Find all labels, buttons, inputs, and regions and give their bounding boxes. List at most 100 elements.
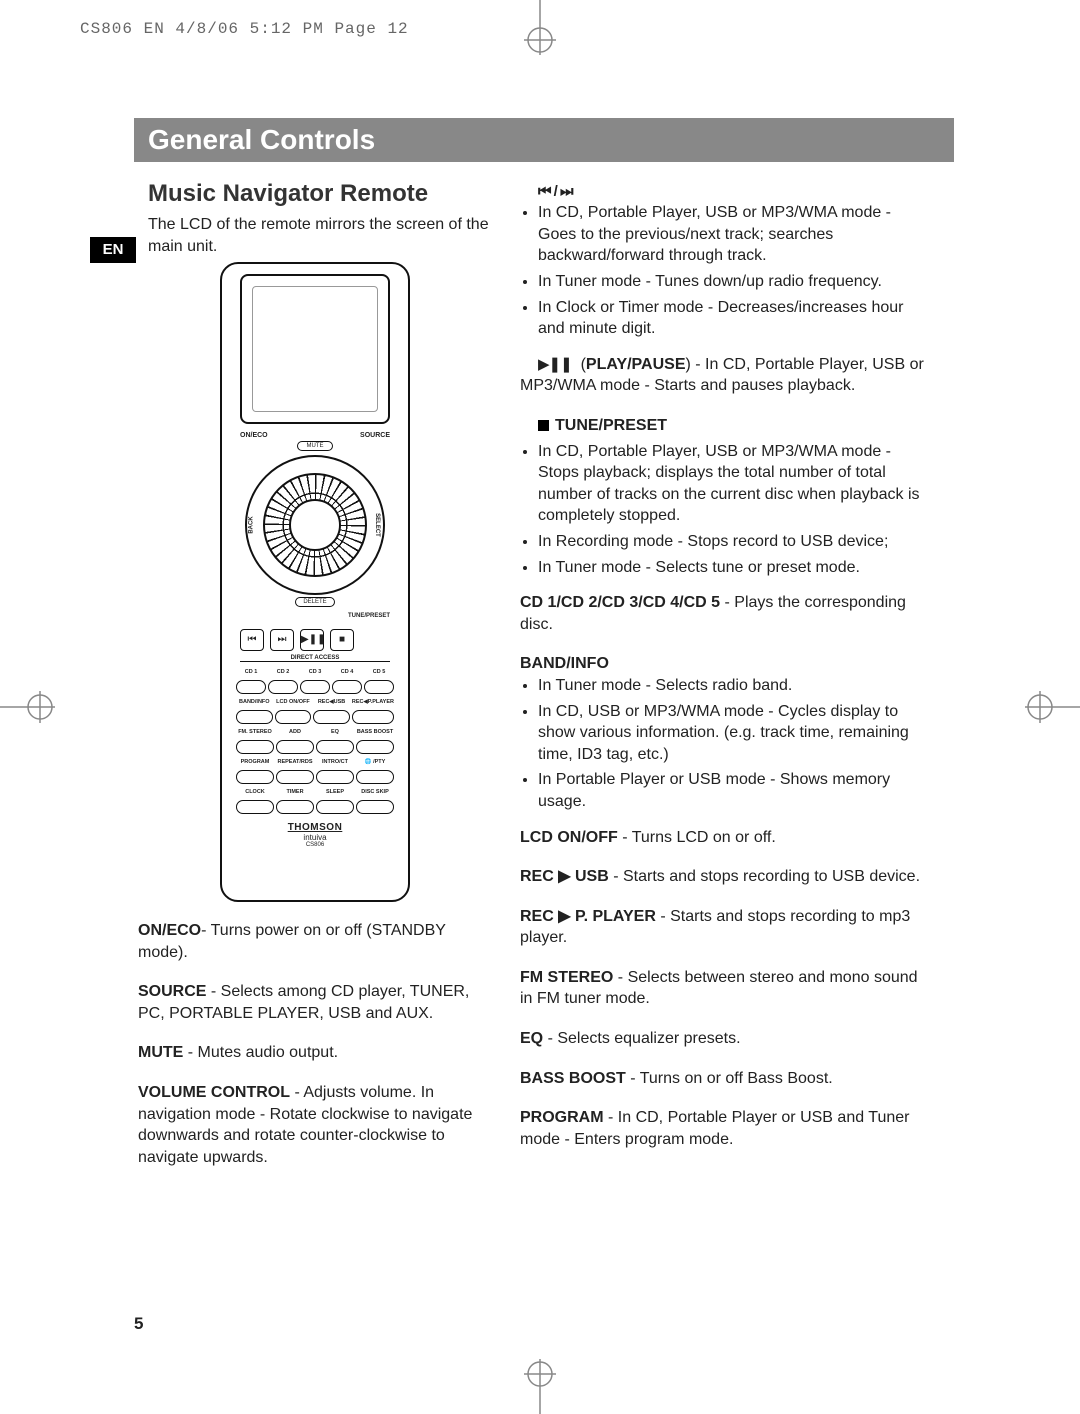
remote-next-button: ⏭ <box>270 629 294 651</box>
tune-bullets: In CD, Portable Player, USB or MP3/WMA m… <box>520 441 925 579</box>
remote-btn-label: FM. STEREO <box>236 730 274 738</box>
remote-brand-name: THOMSON <box>288 822 343 833</box>
stop-icon <box>538 420 549 431</box>
remote-btn <box>332 680 362 694</box>
remote-grid-b: FM. STEREOADDEQBASS BOOST <box>236 730 394 754</box>
language-tab: EN <box>90 237 136 263</box>
remote-oneco-label: ON/ECO <box>240 432 268 439</box>
remote-btn <box>268 680 298 694</box>
remote-btn-label: INTRO/CT <box>316 760 354 768</box>
remote-direct-access-label: DIRECT ACCESS <box>240 661 390 668</box>
remote-btn <box>276 770 314 784</box>
control-entry: LCD ON/OFF - Turns LCD on or off. <box>520 827 925 849</box>
remote-btn-label: DISC SKIP <box>356 790 394 798</box>
control-entry: VOLUME CONTROL - Adjusts volume. In navi… <box>138 1082 498 1168</box>
remote-dial: BACK SELECT <box>245 455 385 595</box>
remote-btn-label: CLOCK <box>236 790 274 798</box>
tune-heading: TUNE/PRESET <box>555 417 667 434</box>
play-pause-icon: ▶❚❚ <box>538 356 572 373</box>
remote-btn <box>316 740 354 754</box>
control-entry: ON/ECO- Turns power on or off (STANDBY m… <box>138 920 498 963</box>
section-banner: General Controls <box>134 118 954 162</box>
remote-btn-label: CD 2 <box>268 670 298 678</box>
cropmark-top-icon <box>520 0 560 60</box>
remote-btn <box>236 770 274 784</box>
cd-entry: CD 1/CD 2/CD 3/CD 4/CD 5 - Plays the cor… <box>520 592 925 635</box>
remote-btn <box>356 740 394 754</box>
intro-text: The LCD of the remote mirrors the screen… <box>148 214 498 257</box>
remote-btn-label: CD 4 <box>332 670 362 678</box>
remote-back-label: BACK <box>249 516 255 533</box>
remote-btn-label: ADD <box>276 730 314 738</box>
remote-btn <box>236 680 266 694</box>
cd-entry-bold: CD 1/CD 2/CD 3/CD 4/CD 5 <box>520 594 720 611</box>
band-heading: BAND/INFO <box>520 655 609 672</box>
remote-btn <box>275 710 312 724</box>
remote-btn <box>364 680 394 694</box>
play-text: ) - In CD, Portable Player, USB or MP3/W… <box>520 356 924 395</box>
control-entry: FM STEREO - Selects between stereo and m… <box>520 967 925 1010</box>
control-entry: MUTE - Mutes audio output. <box>138 1042 498 1064</box>
bullet-item: In Portable Player or USB mode - Shows m… <box>538 769 925 812</box>
remote-btn-label: REC◀USB <box>313 700 350 708</box>
remote-btn-label: BASS BOOST <box>356 730 394 738</box>
cropmark-bottom-icon <box>520 1354 560 1414</box>
remote-play-button: ▶❚❚ <box>300 629 324 651</box>
remote-btn-label: PROGRAM <box>236 760 274 768</box>
control-entry: REC ▶ USB - Starts and stops recording t… <box>520 866 925 888</box>
remote-stop-button: ■ <box>330 629 354 651</box>
page-number: 5 <box>134 1314 143 1334</box>
remote-btn <box>236 800 274 814</box>
remote-delete-button: DELETE <box>295 597 335 607</box>
control-entry: PROGRAM - In CD, Portable Player or USB … <box>520 1107 925 1150</box>
remote-btn-label: 🌐 /PTY <box>356 760 394 768</box>
play-entry: ▶❚❚ (PLAY/PAUSE) - In CD, Portable Playe… <box>520 354 925 397</box>
right-column: ⏮ / ⏭ In CD, Portable Player, USB or MP3… <box>520 182 925 1168</box>
print-header: CS806 EN 4/8/06 5:12 PM Page 12 <box>80 20 409 38</box>
remote-btn-label: REPEAT/RDS <box>276 760 314 768</box>
remote-source-label: SOURCE <box>360 432 390 439</box>
control-entry: EQ - Selects equalizer presets. <box>520 1028 925 1050</box>
remote-cd-grid: CD 1CD 2CD 3CD 4CD 5 <box>236 670 394 694</box>
remote-prev-button: ⏮ <box>240 629 264 651</box>
remote-btn-label: CD 3 <box>300 670 330 678</box>
remote-mute-button: MUTE <box>297 441 333 451</box>
skip-bullets: In CD, Portable Player, USB or MP3/WMA m… <box>520 202 925 340</box>
bullet-item: In Tuner mode - Tunes down/up radio freq… <box>538 271 925 293</box>
skip-heading-icon: ⏮ / ⏭ <box>538 182 925 202</box>
bullet-item: In Recording mode - Stops record to USB … <box>538 531 925 553</box>
remote-grid-d: CLOCKTIMERSLEEPDISC SKIP <box>236 790 394 814</box>
remote-btn-label: EQ <box>316 730 354 738</box>
remote-btn <box>300 680 330 694</box>
band-bullets: In Tuner mode - Selects radio band.In CD… <box>520 675 925 813</box>
remote-btn <box>356 800 394 814</box>
control-entry: SOURCE - Selects among CD player, TUNER,… <box>138 981 498 1024</box>
remote-model: CS806 <box>288 842 343 848</box>
cropmark-left-icon <box>0 687 60 727</box>
play-bold: PLAY/PAUSE <box>586 356 686 373</box>
left-column: ON/ECO- Turns power on or off (STANDBY m… <box>138 920 498 1186</box>
remote-btn-label: CD 5 <box>364 670 394 678</box>
bullet-item: In CD, Portable Player, USB or MP3/WMA m… <box>538 202 925 267</box>
remote-btn-label: CD 1 <box>236 670 266 678</box>
remote-btn-label: REC◀P.PLAYER <box>352 700 394 708</box>
control-entry: REC ▶ P. PLAYER - Starts and stops recor… <box>520 906 925 949</box>
remote-brand-sub: intuiva <box>288 833 343 842</box>
remote-transport-row: ⏮ ⏭ ▶❚❚ ■ <box>240 629 390 651</box>
remote-btn <box>316 770 354 784</box>
remote-btn-label: TIMER <box>276 790 314 798</box>
remote-diagram: ON/ECO SOURCE MUTE BACK SELECT DELETE TU… <box>220 262 410 902</box>
bullet-item: In CD, Portable Player, USB or MP3/WMA m… <box>538 441 925 527</box>
control-entry: BASS BOOST - Turns on or off Bass Boost. <box>520 1068 925 1090</box>
remote-btn <box>352 710 394 724</box>
cropmark-right-icon <box>1020 687 1080 727</box>
bullet-item: In Clock or Timer mode - Decreases/incre… <box>538 297 925 340</box>
bullet-item: In Tuner mode - Selects tune or preset m… <box>538 557 925 579</box>
remote-grid-c: PROGRAMREPEAT/RDSINTRO/CT🌐 /PTY <box>236 760 394 784</box>
remote-btn <box>276 800 314 814</box>
remote-lcd <box>240 274 390 424</box>
remote-grid-a: BAND/INFOLCD ON/OFFREC◀USBREC◀P.PLAYER <box>236 700 394 724</box>
bullet-item: In Tuner mode - Selects radio band. <box>538 675 925 697</box>
remote-brand: THOMSON intuiva CS806 <box>288 822 343 848</box>
remote-tunepreset-label: TUNE/PRESET <box>240 613 390 619</box>
